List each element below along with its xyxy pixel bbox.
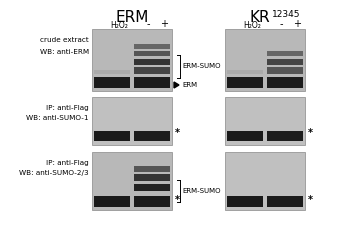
Bar	[94, 196, 130, 207]
Bar	[227, 70, 263, 74]
Text: -: -	[279, 19, 283, 29]
Text: *: *	[175, 195, 180, 205]
Bar	[134, 51, 170, 56]
Bar	[92, 29, 172, 91]
Bar	[227, 196, 263, 207]
Text: IP: anti-Flag: IP: anti-Flag	[46, 105, 89, 111]
Bar	[225, 97, 305, 145]
Text: crude extract: crude extract	[40, 37, 89, 43]
Text: *: *	[308, 128, 313, 138]
Text: ERM: ERM	[182, 82, 197, 88]
Text: +: +	[293, 19, 301, 29]
Text: +: +	[160, 19, 168, 29]
Text: ERM: ERM	[115, 10, 149, 25]
Bar	[267, 196, 303, 207]
Bar	[267, 68, 303, 74]
Bar	[94, 130, 130, 141]
Text: *: *	[175, 128, 180, 138]
Text: *: *	[308, 195, 313, 205]
Bar	[92, 97, 172, 145]
Text: WB: anti-SUMO-1: WB: anti-SUMO-1	[26, 115, 89, 121]
Bar	[94, 77, 130, 88]
Bar	[267, 51, 303, 56]
Bar	[94, 70, 130, 74]
Text: ERM-SUMO: ERM-SUMO	[182, 64, 220, 70]
Text: -: -	[146, 19, 150, 29]
Bar	[134, 196, 170, 207]
Bar	[92, 152, 172, 210]
Bar	[134, 166, 170, 172]
Text: KR: KR	[250, 10, 270, 25]
Bar	[225, 152, 305, 210]
Text: WB: anti-ERM: WB: anti-ERM	[40, 49, 89, 55]
Text: WB: anti-SUMO-2/3: WB: anti-SUMO-2/3	[19, 170, 89, 176]
Text: H₂O₂: H₂O₂	[243, 21, 261, 30]
Bar	[225, 29, 305, 91]
Bar	[267, 130, 303, 141]
Bar	[134, 77, 170, 88]
Bar	[267, 59, 303, 65]
Bar	[134, 130, 170, 141]
Text: 12345: 12345	[272, 10, 300, 19]
Bar	[134, 44, 170, 49]
Bar	[134, 174, 170, 181]
Bar	[267, 77, 303, 88]
Text: H₂O₂: H₂O₂	[110, 21, 128, 30]
Polygon shape	[174, 82, 179, 88]
Text: IP: anti-Flag: IP: anti-Flag	[46, 160, 89, 166]
Bar	[134, 68, 170, 74]
Bar	[227, 130, 263, 141]
Text: ERM-SUMO: ERM-SUMO	[182, 188, 220, 194]
Bar	[227, 77, 263, 88]
Bar	[134, 59, 170, 65]
Bar	[134, 184, 170, 192]
